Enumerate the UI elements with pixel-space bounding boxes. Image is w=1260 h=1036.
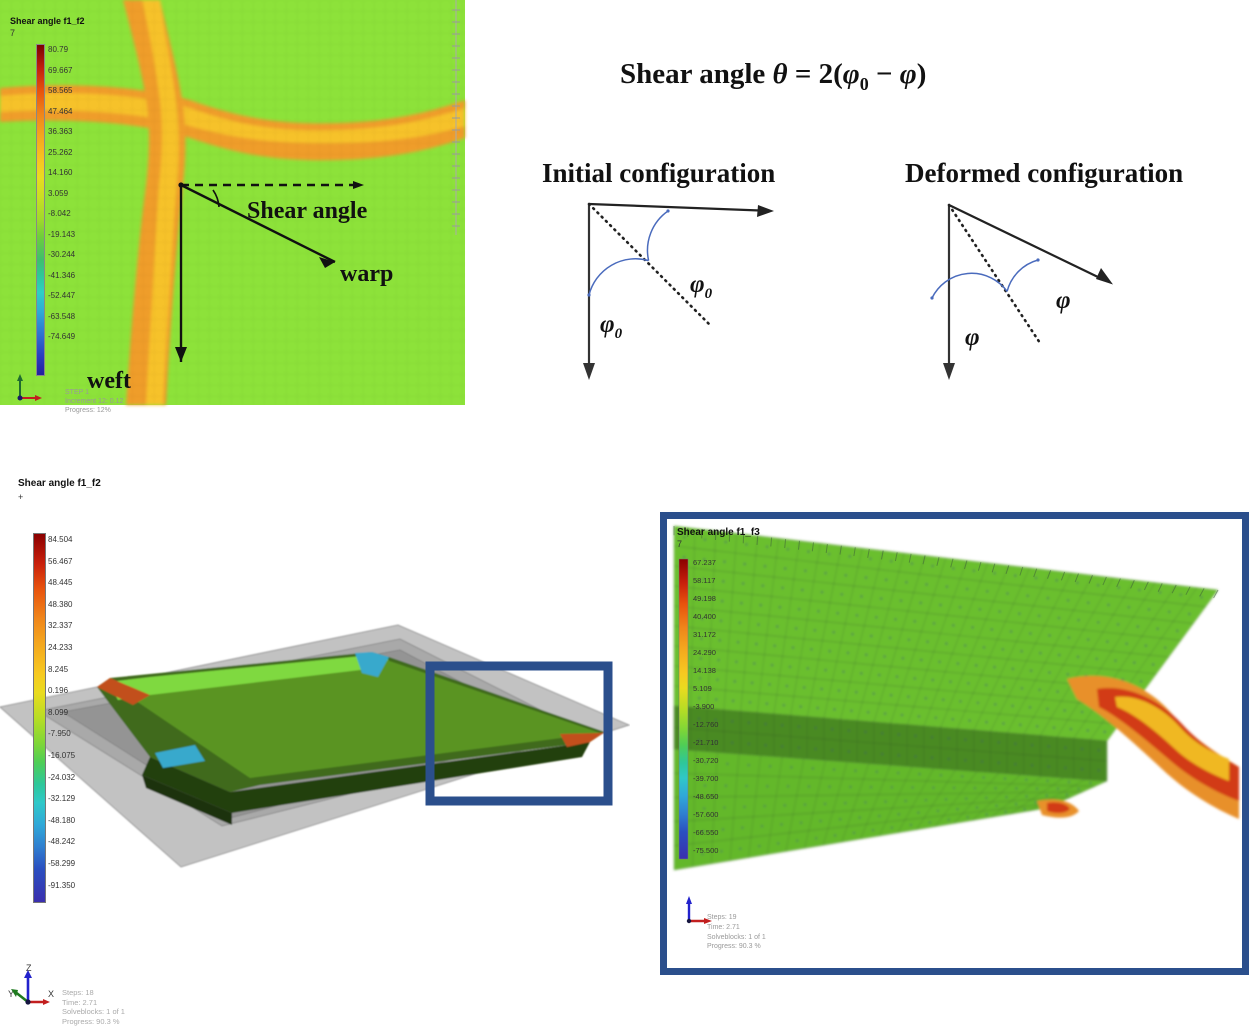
svg-text:Progress: 90.3 %: Progress: 90.3 % [707,943,761,950]
svg-text:58.117: 58.117 [693,576,715,585]
svg-text:warp: warp [340,261,393,287]
svg-text:Time: 2.71: Time: 2.71 [707,924,740,931]
svg-text:14.138: 14.138 [693,666,716,675]
svg-text:49.198: 49.198 [693,594,716,603]
svg-text:Z: Z [26,963,32,973]
svg-text:φ: φ [965,324,980,351]
svg-text:-66.550: -66.550 [693,828,718,837]
svg-text:5.109: 5.109 [693,684,712,693]
svg-text:-21.710: -21.710 [693,738,718,747]
svg-text:-75.500: -75.500 [693,846,718,855]
svg-text:67.237: 67.237 [693,558,716,567]
svg-text:φ: φ [1056,287,1071,314]
svg-text:X: X [48,989,54,999]
svg-text:-57.600: -57.600 [693,810,718,819]
svg-text:-39.700: -39.700 [693,774,718,783]
svg-text:-30.720: -30.720 [693,756,718,765]
svg-text:Solveblocks: 1 of 1: Solveblocks: 1 of 1 [707,934,766,941]
svg-text:Shear angle f1_f3: Shear angle f1_f3 [677,527,760,538]
svg-text:40.400: 40.400 [693,612,716,621]
svg-text:24.290: 24.290 [693,648,716,657]
svg-text:Shear angle: Shear angle [247,198,368,224]
svg-text:-48.650: -48.650 [693,792,718,801]
svg-text:7: 7 [677,539,682,549]
svg-text:φ0: φ0 [690,271,713,302]
svg-text:φ0: φ0 [600,311,623,342]
svg-text:31.172: 31.172 [693,630,716,639]
svg-text:-3.900: -3.900 [693,702,714,711]
svg-text:Steps: 19: Steps: 19 [707,914,737,921]
svg-text:-12.760: -12.760 [693,720,718,729]
